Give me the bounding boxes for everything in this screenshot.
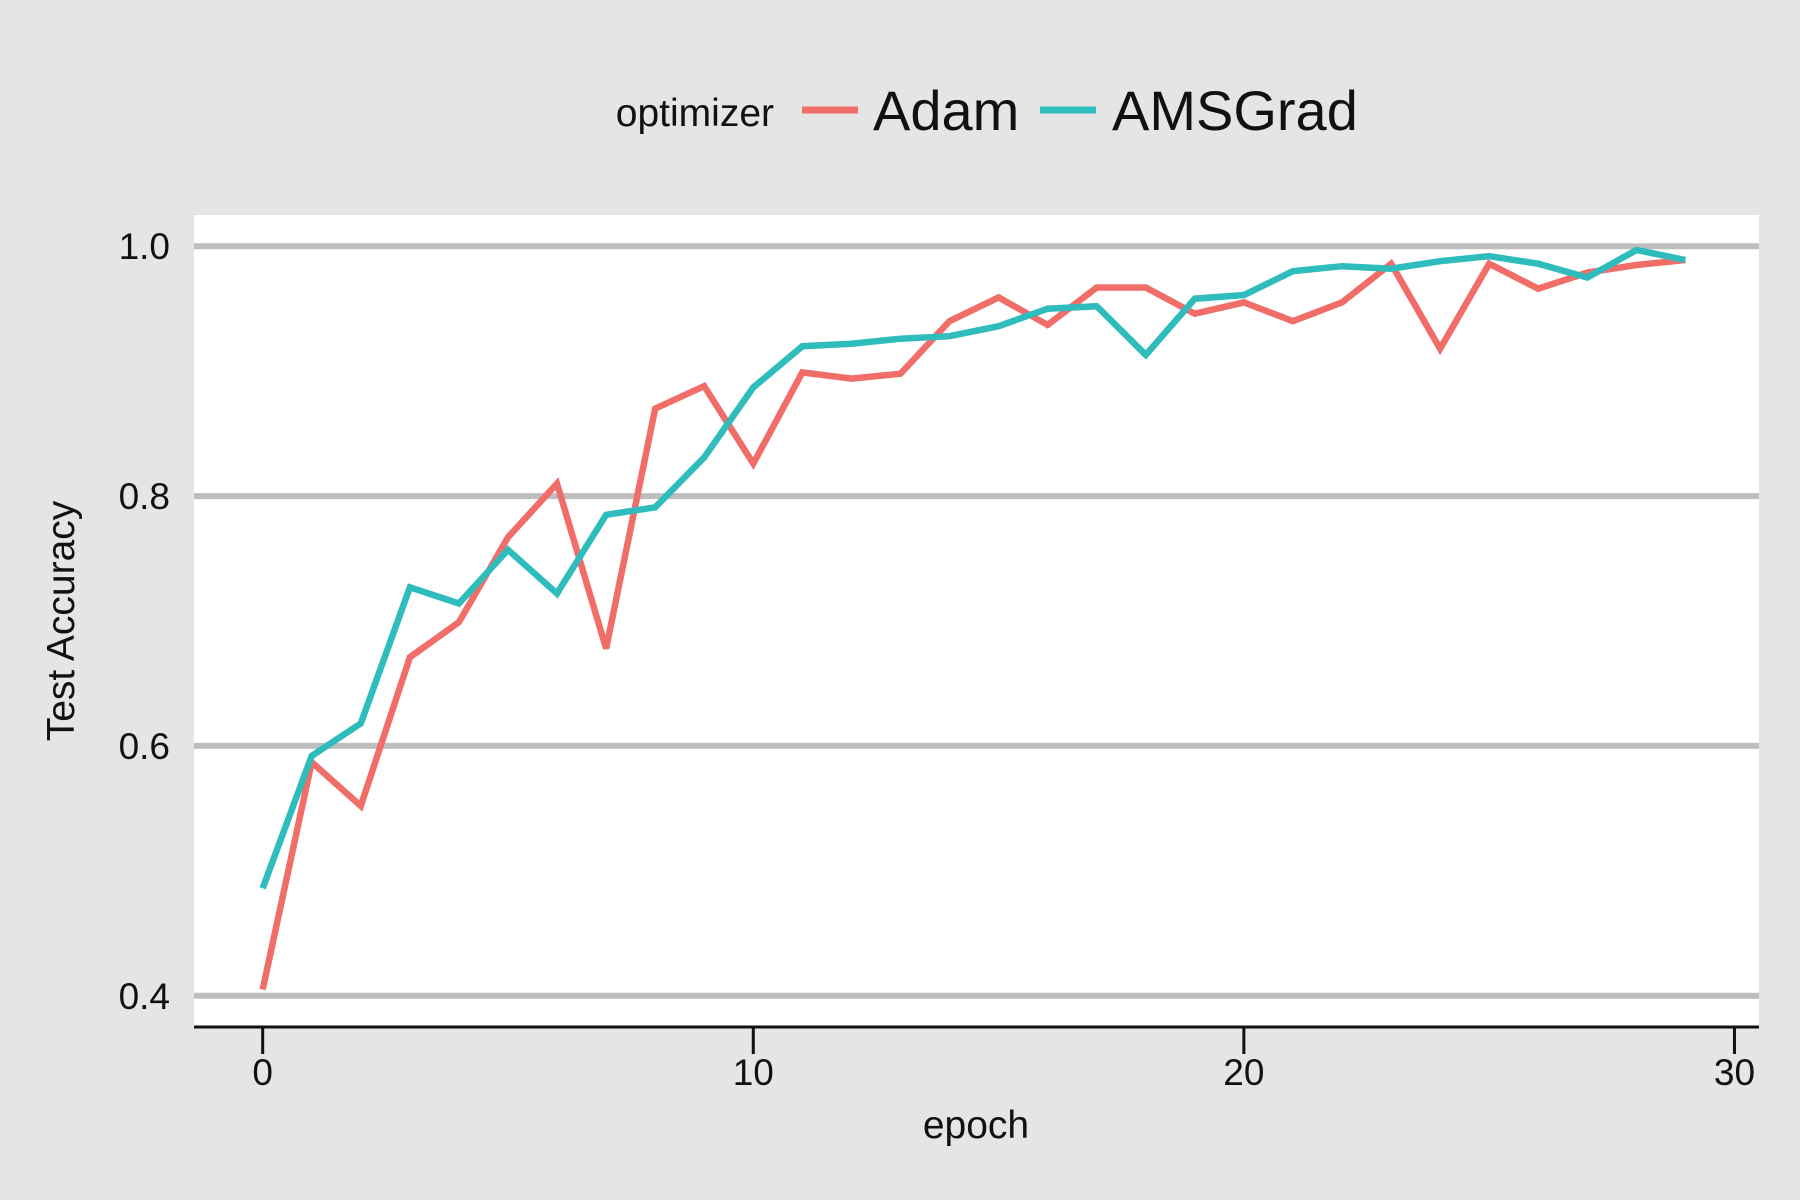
x-tick-label: 20 — [1223, 1052, 1264, 1093]
y-axis-ticks: 0.4 0.6 0.8 1.0 — [119, 226, 170, 1017]
legend-label-adam: Adam — [873, 79, 1019, 142]
x-tick-label: 30 — [1714, 1052, 1755, 1093]
y-tick-label: 0.4 — [119, 976, 170, 1017]
legend-item-adam: Adam — [802, 79, 1019, 142]
x-tick-label: 0 — [252, 1052, 273, 1093]
series-line-adam — [259, 256, 1686, 991]
x-axis-title: epoch — [923, 1104, 1029, 1147]
y-axis-title: Test Accuracy — [40, 500, 83, 741]
plot-panel — [194, 215, 1759, 1027]
y-tick-label: 1.0 — [119, 226, 170, 267]
y-tick-label: 0.6 — [119, 726, 170, 767]
legend-label-amsgrad: AMSGrad — [1112, 79, 1358, 142]
x-axis-ticks: 0 10 20 30 — [252, 1027, 1755, 1093]
y-tick-label: 0.8 — [119, 476, 170, 517]
series-line-amsgrad — [259, 246, 1687, 890]
x-tick-label: 10 — [733, 1052, 774, 1093]
series-layer — [259, 246, 1687, 991]
legend-title: optimizer — [616, 92, 774, 135]
legend: optimizer Adam AMSGrad — [616, 79, 1358, 142]
gridlines — [194, 243, 1759, 999]
legend-item-amsgrad: AMSGrad — [1040, 79, 1358, 142]
